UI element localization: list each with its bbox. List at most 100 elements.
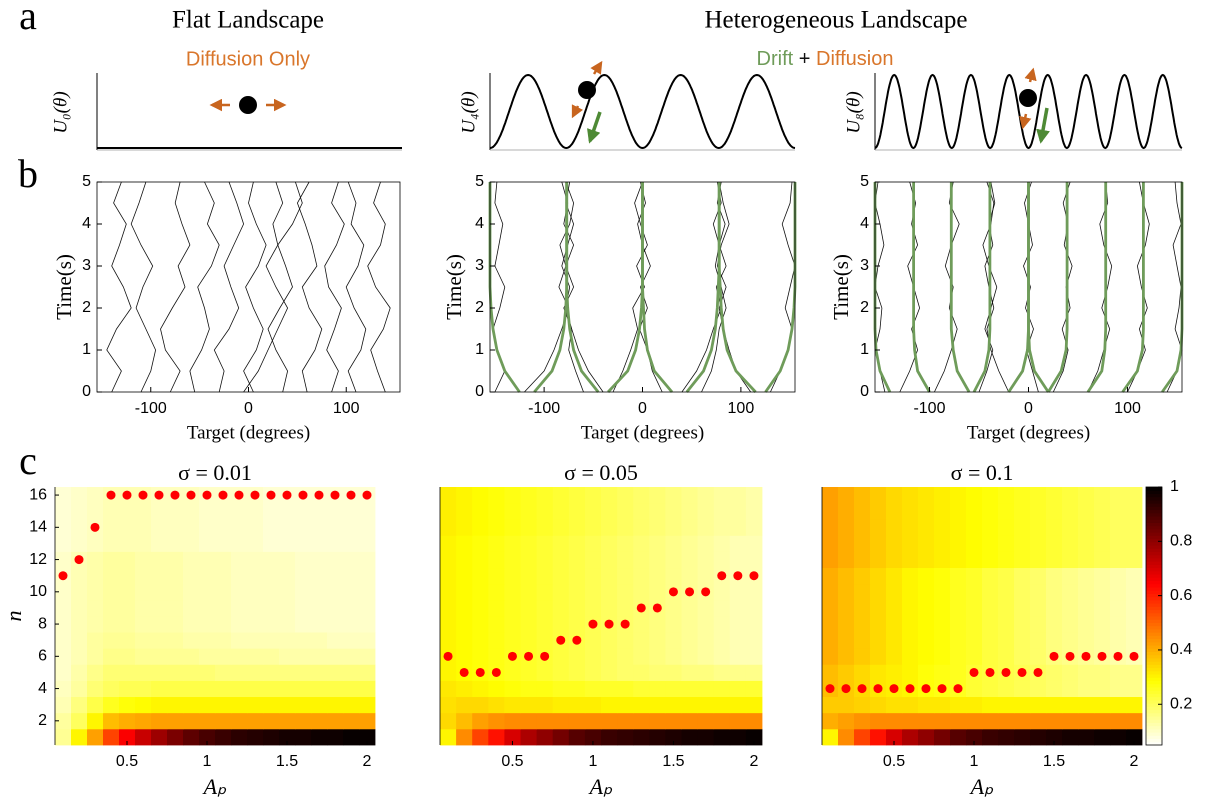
heatmap-cell: [119, 600, 135, 617]
heatmap-cell: [311, 503, 327, 520]
optimal-n-dot: [749, 571, 758, 580]
y-tick-label: 10: [29, 583, 47, 600]
heatmap-cell: [1126, 616, 1142, 633]
heatmap-cell: [649, 681, 666, 698]
heatmap-cell: [934, 552, 950, 569]
heatmap-cell: [698, 697, 715, 714]
heatmap-cell: [950, 729, 966, 746]
heatmap-cell: [295, 568, 311, 585]
colorbar-swatch: [1146, 584, 1162, 588]
x-tick-label: 1.5: [276, 753, 298, 770]
heatmap-cell: [263, 729, 279, 746]
diffusion-path: [560, 182, 584, 392]
diffusion-path: [1088, 182, 1112, 392]
optimal-n-dot: [938, 684, 947, 693]
heatmap-cell: [504, 535, 521, 552]
heatmap-cell: [199, 519, 215, 536]
arrow: [594, 63, 601, 74]
heatmap-cell: [1062, 487, 1078, 504]
heatmap-cell: [311, 664, 327, 681]
heatmap-cell: [617, 519, 634, 536]
heatmap-cell: [311, 535, 327, 552]
heatmap-cell: [649, 664, 666, 681]
heatmap-cell: [1110, 519, 1126, 536]
heatmap-cell: [343, 552, 359, 569]
heatmap-cell: [263, 503, 279, 520]
optimal-n-dot: [669, 587, 678, 596]
heatmap-cell: [698, 616, 715, 633]
optimal-n-dot: [621, 620, 630, 629]
heatmap-cell: [886, 535, 902, 552]
optimal-n-dot: [251, 491, 260, 500]
heatmap-cell: [343, 519, 359, 536]
heatmap-cell: [698, 519, 715, 536]
colorbar-swatch: [1146, 632, 1162, 636]
heatmap-cell: [359, 600, 375, 617]
heatmap-cell: [934, 487, 950, 504]
colorbar-swatch: [1146, 619, 1162, 623]
heatmap-cell: [359, 535, 375, 552]
heatmap-cell: [1110, 713, 1126, 730]
heatmap-cell: [998, 600, 1014, 617]
heatmap-cell: [870, 568, 886, 585]
heatmap-cell: [569, 600, 586, 617]
heatmap-cell: [183, 729, 199, 746]
heatmap-cell: [746, 697, 763, 714]
colorbar-swatch: [1146, 597, 1162, 601]
diffusion-path: [268, 182, 293, 392]
heatmap-cell: [1062, 632, 1078, 649]
colorbar-swatch: [1146, 603, 1162, 607]
heatmap-cell: [167, 503, 183, 520]
panel-label: c: [19, 438, 37, 483]
y-axis-label: U₀(θ): [50, 91, 71, 133]
x-tick-label: 1: [588, 753, 597, 770]
heatmap-cell: [569, 568, 586, 585]
heatmap-cell: [135, 729, 151, 746]
heatmap-cell: [569, 681, 586, 698]
heatmap-cell: [247, 729, 263, 746]
subtitle: Diffusion Only: [186, 48, 310, 70]
heatmap-cell: [870, 487, 886, 504]
heatmap-cell: [746, 535, 763, 552]
heatmap-cell: [327, 648, 343, 665]
heatmap-cell: [215, 713, 231, 730]
heatmap-cell: [1110, 681, 1126, 698]
heatmap-cell: [135, 632, 151, 649]
y-tick-label: 1: [82, 341, 91, 358]
heatmap-cell: [649, 697, 666, 714]
heatmap-cell: [1110, 584, 1126, 601]
heatmap-cell: [1126, 664, 1142, 681]
heatmap-cell: [488, 568, 505, 585]
heatmap-cell: [698, 535, 715, 552]
heatmap-cell: [902, 568, 918, 585]
heatmap-cell: [488, 632, 505, 649]
heatmap-cell: [135, 503, 151, 520]
heatmap-cell: [295, 632, 311, 649]
heatmap-cell: [327, 681, 343, 698]
x-tick-label: 0: [1024, 400, 1033, 417]
heatmap-cell: [617, 535, 634, 552]
heatmap-cell: [247, 713, 263, 730]
optimal-n-dot: [235, 491, 244, 500]
heatmap-cell: [665, 552, 682, 569]
heatmap-cell: [359, 568, 375, 585]
heatmap-cell: [311, 697, 327, 714]
heatmap-cell: [682, 713, 699, 730]
heatmap-cell: [311, 519, 327, 536]
heatmap-cell: [1062, 729, 1078, 746]
heatmap-cell: [822, 648, 838, 665]
heatmap-cell: [231, 552, 247, 569]
heatmap-cell: [569, 584, 586, 601]
heatmap-cell: [1110, 552, 1126, 569]
heatmap-cell: [633, 648, 650, 665]
heatmap-cell: [103, 681, 119, 698]
heatmap-cell: [1030, 697, 1046, 714]
optimal-n-dot: [315, 491, 324, 500]
heatmap-cell: [934, 535, 950, 552]
x-tick-label: 0.5: [116, 753, 138, 770]
diffusion-path: [702, 182, 727, 392]
heatmap-cell: [1062, 535, 1078, 552]
heatmap-cell: [359, 713, 375, 730]
colorbar-swatch: [1146, 590, 1162, 594]
heatmap-cell: [870, 584, 886, 601]
